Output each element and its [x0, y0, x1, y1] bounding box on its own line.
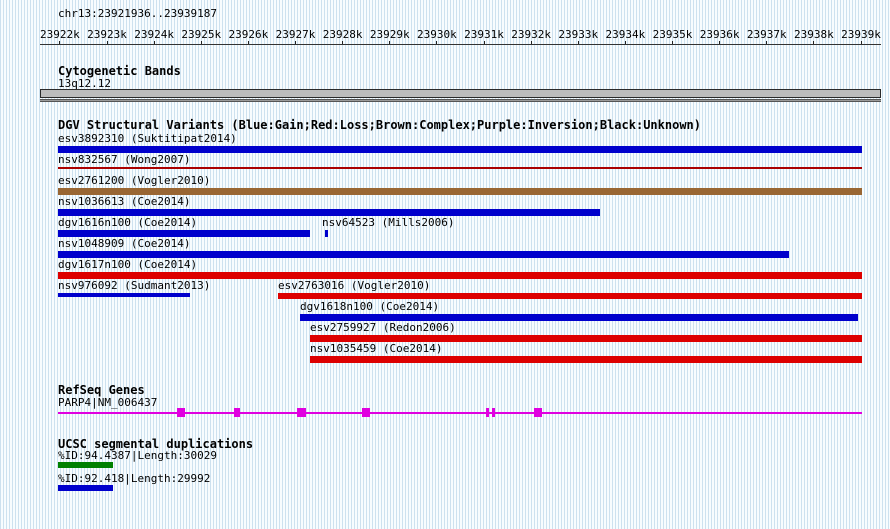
gene-exon[interactable]	[534, 408, 542, 417]
tick-mark	[106, 41, 108, 45]
variant-label-nsv1048909[interactable]: nsv1048909 (Coe2014)	[58, 237, 191, 250]
cytogenetic-section-title: Cytogenetic Bands	[58, 64, 181, 78]
tick-mark	[813, 41, 815, 45]
variant-bar-dgv1617n100[interactable]	[58, 272, 862, 279]
variant-label-dgv1617n100[interactable]: dgv1617n100 (Coe2014)	[58, 258, 198, 271]
variant-bar-dgv1616n100[interactable]	[58, 230, 310, 237]
variant-bar-nsv1036613[interactable]	[58, 209, 600, 216]
ruler-tick: 23931k	[464, 29, 504, 45]
variant-bar-nsv1048909[interactable]	[58, 251, 789, 258]
ruler-tick: 23928k	[323, 29, 363, 45]
segdup-bar-1[interactable]	[58, 462, 113, 468]
ruler-tick: 23927k	[276, 29, 315, 45]
variant-bar-esv2761200[interactable]	[58, 188, 862, 195]
variant-label-esv2761200[interactable]: esv2761200 (Vogler2010)	[58, 174, 211, 187]
ruler-tick: 23936k	[700, 29, 740, 45]
tick-mark	[247, 41, 249, 45]
cytogenetic-band-bar[interactable]	[40, 89, 881, 98]
variant-bar-nsv976092[interactable]	[58, 293, 190, 297]
tick-mark	[483, 41, 485, 45]
ruler-tick: 23929k	[370, 29, 410, 45]
tick-mark	[389, 41, 391, 45]
variant-row: nsv1048909 (Coe2014)	[0, 238, 890, 259]
tick-mark	[436, 41, 438, 45]
variant-row: dgv1616n100 (Coe2014) nsv64523 (Mills200…	[0, 217, 890, 238]
variant-label-nsv1036613[interactable]: nsv1036613 (Coe2014)	[58, 195, 191, 208]
ruler-baseline	[40, 44, 881, 45]
variant-label-esv2763016[interactable]: esv2763016 (Vogler2010)	[278, 279, 431, 292]
ruler-tick: 23925k	[181, 29, 221, 45]
ruler-tick: 23932k	[511, 29, 551, 45]
tick-mark	[672, 41, 673, 45]
region-position-text: chr13:23921936..23939187	[58, 7, 217, 20]
variant-row: nsv976092 (Sudmant2013) esv2763016 (Vogl…	[0, 280, 890, 301]
variant-label-dgv1618n100[interactable]: dgv1618n100 (Coe2014)	[300, 300, 440, 313]
variant-bar-esv2759927[interactable]	[310, 335, 862, 342]
variant-bar-dgv1618n100[interactable]	[300, 314, 858, 321]
variant-label-esv3892310[interactable]: esv3892310 (Suktitipat2014)	[58, 132, 237, 145]
gene-exon[interactable]	[486, 408, 489, 417]
variant-row: nsv832567 (Wong2007)	[0, 154, 890, 175]
variant-row: dgv1618n100 (Coe2014)	[0, 301, 890, 322]
tick-mark	[200, 41, 202, 45]
segdup-bar-2[interactable]	[58, 485, 113, 491]
tick-mark	[860, 41, 862, 45]
variant-label-esv2759927[interactable]: esv2759927 (Redon2006)	[310, 321, 456, 334]
gene-exon[interactable]	[362, 408, 370, 417]
coordinate-ruler: 23922k 23923k 23924k 23925k 23926k 23927…	[40, 29, 881, 45]
variant-label-nsv832567[interactable]: nsv832567 (Wong2007)	[58, 153, 191, 166]
variant-label-dgv1616n100[interactable]: dgv1616n100 (Coe2014)	[58, 216, 198, 229]
variant-bar-nsv832567[interactable]	[58, 167, 862, 169]
variant-row: dgv1617n100 (Coe2014)	[0, 259, 890, 280]
tick-mark	[719, 41, 721, 45]
tick-mark	[295, 41, 296, 45]
gene-exon[interactable]	[492, 408, 495, 417]
tick-mark	[342, 41, 344, 45]
gene-exon[interactable]	[297, 408, 306, 417]
ruler-tick: 23937k	[747, 29, 787, 45]
gene-exon[interactable]	[177, 408, 185, 417]
ruler-tick: 23935k	[653, 29, 692, 45]
tick-mark	[577, 41, 579, 45]
dgv-section-title: DGV Structural Variants (Blue:Gain;Red:L…	[58, 118, 701, 132]
tick-mark	[59, 41, 61, 45]
ruler-tick: 23922k	[40, 29, 80, 45]
ruler-tick: 23930k	[417, 29, 457, 45]
variant-label-nsv1035459[interactable]: nsv1035459 (Coe2014)	[310, 342, 443, 355]
tick-mark	[530, 41, 532, 45]
segdup-label-2[interactable]: %ID:92.418|Length:29992	[58, 472, 211, 485]
variant-row: esv2761200 (Vogler2010)	[0, 175, 890, 196]
ruler-tick: 23926k	[229, 29, 268, 45]
refseq-gene-label[interactable]: PARP4|NM_006437	[58, 396, 158, 409]
variant-bar-nsv64523[interactable]	[325, 230, 328, 237]
variant-row: nsv1036613 (Coe2014)	[0, 196, 890, 217]
ruler-tick: 23939k	[841, 29, 881, 45]
variant-bar-nsv1035459[interactable]	[310, 356, 862, 363]
variant-label-nsv976092[interactable]: nsv976092 (Sudmant2013)	[58, 279, 211, 292]
ruler-tick: 23924k	[134, 29, 174, 45]
variant-row: esv2759927 (Redon2006)	[0, 322, 890, 343]
refseq-section-title: RefSeq Genes	[58, 383, 145, 397]
variant-row: esv3892310 (Suktitipat2014)	[0, 133, 890, 154]
variant-bar-esv2763016[interactable]	[278, 293, 862, 299]
variant-row: nsv1035459 (Coe2014)	[0, 343, 890, 364]
tick-mark	[766, 41, 768, 45]
gene-intron-line[interactable]	[58, 412, 862, 414]
segdup-section-title: UCSC segmental duplications	[58, 437, 254, 451]
cytogenetic-band-label: 13q12.12	[58, 77, 111, 90]
segdup-label-1[interactable]: %ID:94.4387|Length:30029	[58, 449, 217, 462]
ruler-tick: 23938k	[794, 29, 834, 45]
tick-mark	[624, 41, 626, 45]
ruler-tick: 23933k	[558, 29, 598, 45]
ruler-tick: 23934k	[606, 29, 645, 45]
gene-exon[interactable]	[234, 408, 240, 417]
variant-bar-esv3892310[interactable]	[58, 146, 862, 153]
cytogenetic-band-line	[40, 99, 881, 102]
tick-mark	[153, 41, 155, 45]
variant-label-nsv64523[interactable]: nsv64523 (Mills2006)	[322, 216, 455, 229]
ruler-tick: 23923k	[87, 29, 127, 45]
